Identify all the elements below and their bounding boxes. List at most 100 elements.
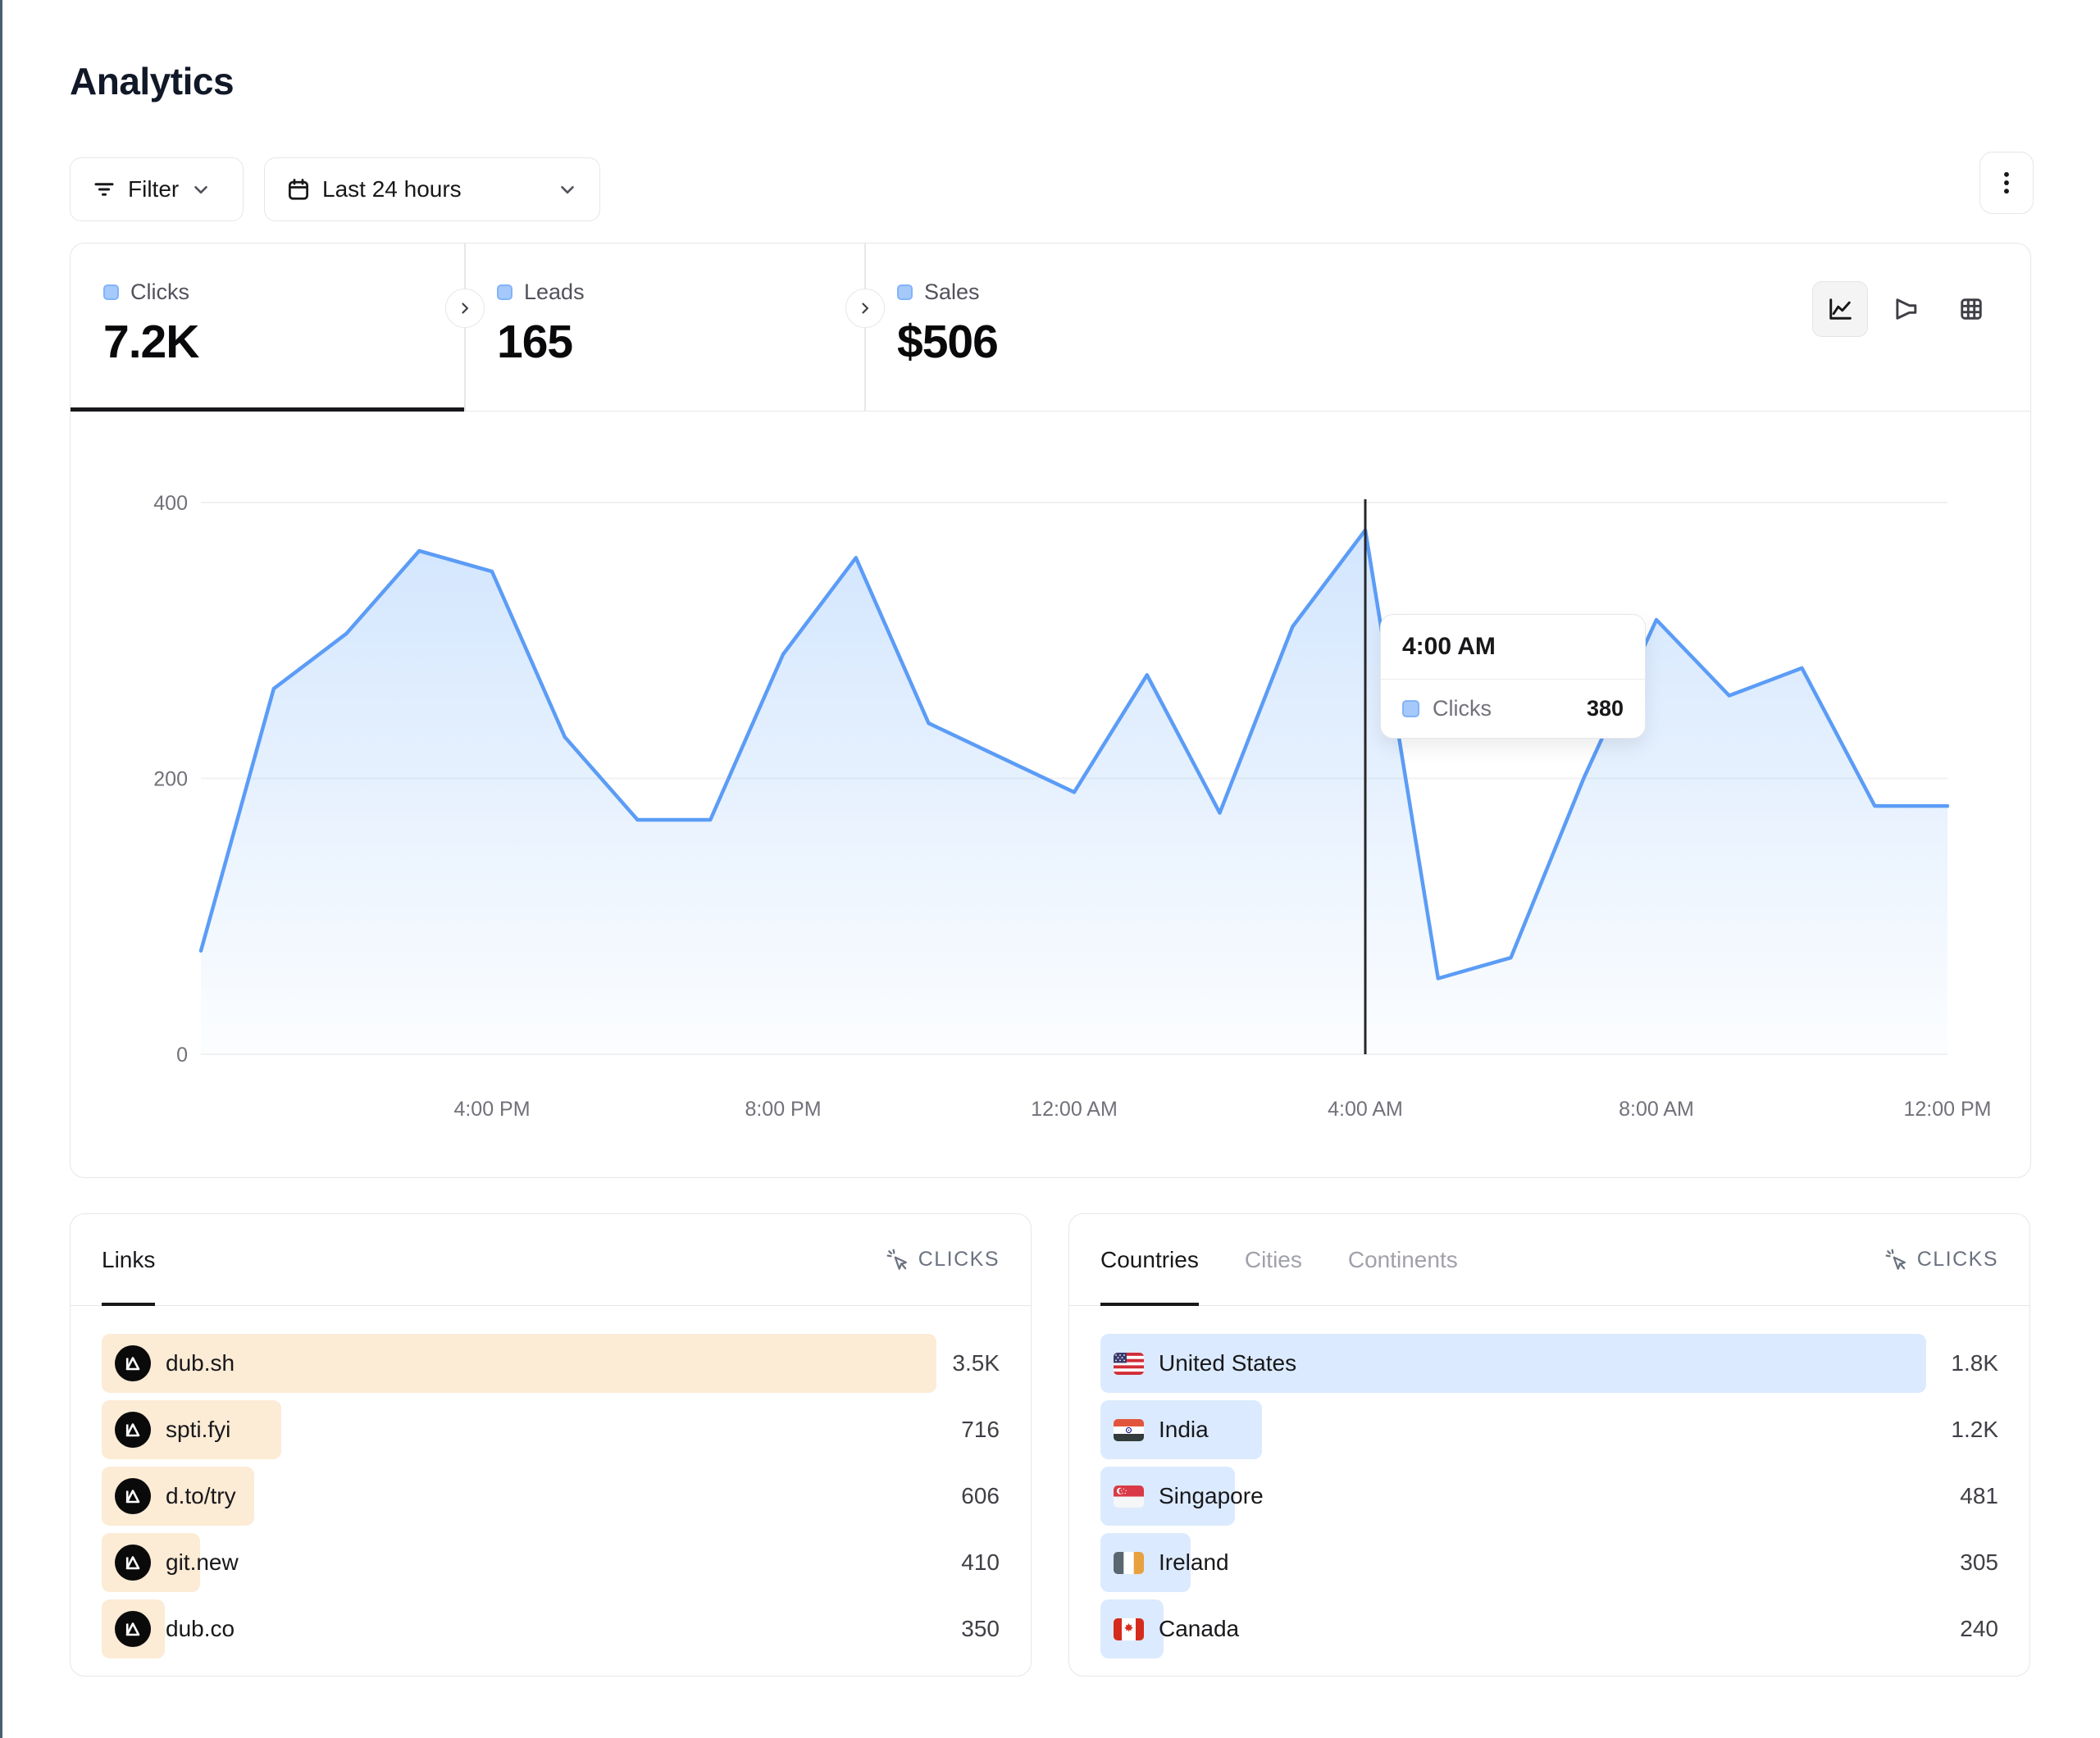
country-row[interactable]: Singapore 481: [1100, 1467, 1998, 1526]
row-bar: [1100, 1334, 1927, 1393]
singapore-flag-icon: [1114, 1485, 1144, 1508]
country-row[interactable]: United States 1.8K: [1100, 1334, 1998, 1393]
row-value: 350: [961, 1616, 1000, 1641]
links-metric-header: CLICKS: [886, 1248, 1000, 1272]
row-value: 481: [1960, 1483, 1998, 1508]
canada-flag-icon: [1114, 1617, 1144, 1640]
page-title: Analytics: [70, 60, 235, 102]
country-row[interactable]: India 1.2K: [1100, 1400, 1998, 1459]
clicks-line: [198, 528, 1950, 980]
clicks-label: Clicks: [130, 280, 189, 304]
row-label: Canada: [1159, 1616, 1240, 1641]
links-panel: Links CLICKS dub.sh 3.5K spti.fyi 716 d.to/t…: [70, 1213, 1032, 1677]
row-value: 3.5K: [952, 1350, 1000, 1376]
row-label: dub.sh: [166, 1350, 235, 1376]
row-value: 606: [961, 1483, 1000, 1508]
left-edge-accent: [0, 0, 2, 1738]
country-row[interactable]: Canada 240: [1100, 1599, 1998, 1658]
clicks-value: 7.2K: [103, 316, 199, 368]
x-axis-tick: 8:00 AM: [1619, 1098, 1694, 1121]
filter-button[interactable]: Filter: [70, 157, 244, 221]
countries-panel-header: Countries Cities Continents CLICKS: [1069, 1214, 2029, 1306]
row-value: 1.8K: [1951, 1350, 1998, 1376]
cursor-click-icon: [1884, 1248, 1909, 1272]
expand-clicks-button[interactable]: [445, 289, 485, 328]
clicks-chart[interactable]: 0 200 400 4:00 PM 8:00 PM 12:00 AM 4:00 AM 8:00…: [71, 243, 2032, 1179]
row-bar: [102, 1334, 937, 1393]
chevron-down-icon: [557, 179, 578, 200]
y-axis-tick: 0: [176, 1044, 188, 1067]
x-axis-tick: 12:00 PM: [1903, 1098, 1991, 1121]
tab-continents[interactable]: Continents: [1347, 1246, 1458, 1272]
tooltip-series-label: Clicks: [1433, 696, 1492, 721]
table-grid-icon: [1957, 294, 1986, 324]
links-panel-header: Links CLICKS: [71, 1214, 1031, 1306]
tab-leads[interactable]: Leads 165: [464, 243, 864, 411]
x-axis-tick: 12:00 AM: [1031, 1098, 1118, 1121]
x-axis-tick: 4:00 PM: [453, 1098, 530, 1121]
row-value: 240: [1960, 1616, 1998, 1641]
analytics-card: Clicks 7.2K Leads 165 Sales $506: [70, 243, 2031, 1178]
country-row[interactable]: Ireland 305: [1100, 1533, 1998, 1592]
more-options-button[interactable]: [1979, 152, 2034, 214]
kebab-menu-icon: [1995, 169, 2018, 197]
date-range-label: Last 24 hours: [322, 176, 462, 202]
expand-leads-button[interactable]: [845, 289, 885, 328]
sales-label: Sales: [924, 280, 980, 304]
row-label: Singapore: [1159, 1483, 1264, 1508]
calendar-icon: [286, 177, 311, 202]
cursor-click-icon: [886, 1248, 910, 1272]
tooltip-value: 380: [1586, 696, 1624, 721]
tab-cities[interactable]: Cities: [1244, 1246, 1302, 1272]
row-label: dub.co: [166, 1616, 235, 1641]
india-flag-icon: [1114, 1418, 1144, 1441]
leads-legend-swatch: [497, 284, 512, 300]
ireland-flag-icon: [1114, 1551, 1144, 1574]
active-tab-underline: [71, 407, 464, 412]
funnel-chart-toggle[interactable]: [1878, 281, 1934, 337]
countries-panel: Countries Cities Continents CLICKS Unite: [1068, 1213, 2030, 1677]
row-label: spti.fyi: [166, 1417, 231, 1442]
tab-countries[interactable]: Countries: [1100, 1214, 1199, 1306]
sales-value: $506: [897, 316, 999, 368]
us-flag-icon: [1114, 1352, 1144, 1375]
tab-clicks[interactable]: Clicks 7.2K: [71, 243, 464, 411]
row-value: 410: [961, 1549, 1000, 1575]
dub-logo-icon: [115, 1345, 151, 1381]
funnel-chart-icon: [1891, 294, 1920, 324]
y-axis-tick: 400: [153, 492, 188, 515]
chart-tooltip: 4:00 AM Clicks 380: [1380, 614, 1646, 739]
tab-sales[interactable]: Sales $506: [864, 243, 1274, 411]
date-range-button[interactable]: Last 24 hours: [264, 157, 600, 221]
link-row[interactable]: dub.sh 3.5K: [102, 1334, 1000, 1393]
line-chart-icon: [1825, 294, 1855, 324]
clicks-legend-swatch: [103, 284, 119, 300]
link-row[interactable]: git.new 410: [102, 1533, 1000, 1592]
dub-logo-icon: [115, 1478, 151, 1514]
row-label: United States: [1159, 1350, 1297, 1376]
x-axis-tick: 4:00 AM: [1328, 1098, 1403, 1121]
link-row[interactable]: dub.co 350: [102, 1599, 1000, 1658]
countries-metric-header: CLICKS: [1884, 1248, 1998, 1272]
line-chart-toggle[interactable]: [1812, 281, 1868, 337]
dub-logo-icon: [115, 1545, 151, 1581]
row-value: 305: [1960, 1549, 1998, 1575]
link-row[interactable]: d.to/try 606: [102, 1467, 1000, 1526]
table-toggle[interactable]: [1943, 281, 1999, 337]
leads-value: 165: [497, 316, 573, 368]
x-axis-tick: 8:00 PM: [745, 1098, 821, 1121]
tab-links[interactable]: Links: [102, 1214, 156, 1306]
row-label: git.new: [166, 1549, 239, 1575]
stats-row: Clicks 7.2K Leads 165 Sales $506: [71, 243, 2030, 412]
tooltip-series-swatch: [1402, 700, 1419, 717]
sales-legend-swatch: [897, 284, 913, 300]
row-label: d.to/try: [166, 1483, 236, 1508]
chevron-down-icon: [190, 179, 212, 200]
dub-logo-icon: [115, 1611, 151, 1647]
filter-icon: [92, 177, 116, 202]
leads-label: Leads: [524, 280, 585, 304]
chart-type-toggle-group: [1812, 281, 1999, 337]
y-axis-tick: 200: [153, 768, 188, 791]
link-row[interactable]: spti.fyi 716: [102, 1400, 1000, 1459]
